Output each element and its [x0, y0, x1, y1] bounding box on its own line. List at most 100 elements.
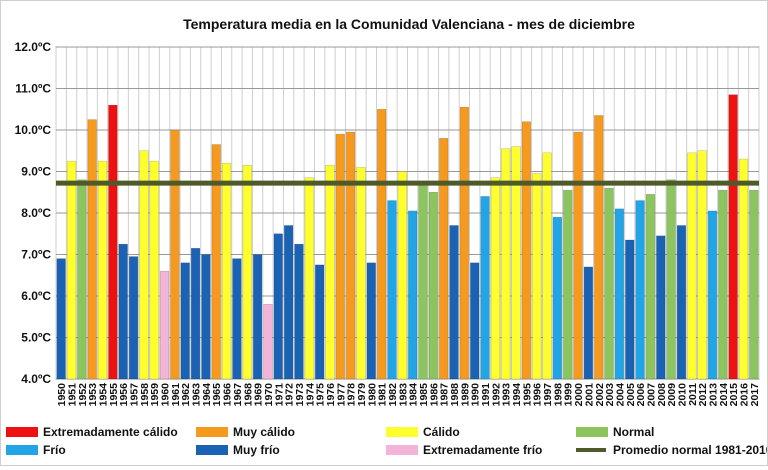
- x-tick-label: 2011: [687, 383, 699, 406]
- legend-swatch: [386, 445, 418, 455]
- x-tick-label: 1994: [511, 383, 523, 407]
- bar-1986: [428, 192, 438, 380]
- bar-1985: [418, 181, 428, 380]
- bar-1983: [397, 171, 407, 380]
- bar-1969: [253, 254, 263, 380]
- x-tick-label: 2012: [697, 383, 709, 407]
- x-tick-label: 1979: [356, 383, 368, 407]
- x-tick-label: 2001: [583, 383, 595, 407]
- x-tick-label: 1996: [532, 383, 544, 407]
- x-tick-label: 1955: [108, 383, 120, 407]
- x-tick-label: 2009: [666, 383, 678, 407]
- x-tick-label: 2000: [573, 383, 585, 407]
- x-tick-label: 1964: [201, 383, 213, 407]
- x-tick-label: 1995: [521, 383, 533, 407]
- y-tick-label: 4.0ºC: [21, 372, 51, 386]
- x-tick-label: 2007: [645, 383, 657, 407]
- legend-label: Muy frío: [233, 443, 280, 457]
- x-tick-label: 1991: [480, 383, 492, 407]
- bar-2017: [749, 189, 759, 380]
- bar-1967: [232, 258, 242, 380]
- legend-label: Extremadamente cálido: [43, 425, 178, 439]
- x-tick-label: 1959: [149, 383, 161, 407]
- bar-1966: [221, 162, 232, 380]
- y-axis: 4.0ºC 5.0ºC 6.0ºC 7.0ºC 8.0ºC 9.0ºC 10.0ºC 11.0…: [15, 40, 52, 386]
- bar-1961: [170, 129, 180, 380]
- bar-1964: [201, 254, 211, 380]
- x-tick-label: 1951: [67, 383, 79, 407]
- bar-2008: [656, 235, 666, 380]
- bar-1973: [294, 243, 304, 380]
- bars: [56, 94, 759, 380]
- x-tick-label: 2008: [656, 383, 668, 407]
- bar-1959: [149, 160, 159, 380]
- y-tick-label: 6.0ºC: [21, 289, 51, 303]
- legend-swatch: [196, 445, 228, 455]
- legend-label: Cálido: [423, 425, 460, 439]
- x-tick-label: 1972: [284, 383, 296, 407]
- bar-1965: [211, 144, 221, 380]
- x-tick-label: 2002: [594, 383, 606, 407]
- legend: Extremadamente cálido Muy cálido Cálido Nor…: [6, 425, 768, 457]
- legend-label: Extremadamente frío: [423, 443, 542, 457]
- bar-1981: [377, 109, 387, 380]
- x-tick-label: 1988: [449, 383, 461, 407]
- bar-1991: [480, 196, 490, 380]
- x-tick-label: 1976: [325, 383, 337, 407]
- bar-2012: [697, 150, 707, 380]
- bar-1980: [366, 262, 376, 380]
- y-tick-label: 10.0ºC: [15, 123, 52, 137]
- bar-1995: [521, 121, 531, 380]
- x-tick-label: 1992: [490, 383, 502, 407]
- y-tick-label: 5.0ºC: [21, 331, 51, 345]
- x-tick-label: 1954: [98, 383, 110, 407]
- legend-label: Muy cálido: [233, 425, 295, 439]
- y-tick-label: 8.0ºC: [21, 206, 51, 220]
- bar-1990: [470, 262, 480, 380]
- x-tick-label: 1980: [366, 383, 378, 407]
- bar-1974: [304, 177, 314, 380]
- x-tick-label: 2016: [738, 383, 750, 407]
- bar-2004: [614, 208, 625, 380]
- bar-1950: [56, 258, 66, 380]
- bar-1975: [315, 264, 325, 380]
- x-tick-label: 1983: [397, 383, 409, 407]
- legend-swatch: [6, 445, 38, 455]
- bar-1970: [263, 304, 273, 380]
- bar-2000: [573, 131, 583, 380]
- bar-1987: [439, 138, 449, 380]
- x-tick-label: 1974: [304, 383, 316, 407]
- legend-label: Normal: [613, 425, 654, 439]
- x-axis: 1950195119521953195419551956195719581959…: [56, 383, 761, 407]
- x-tick-label: 1956: [118, 383, 130, 407]
- bar-2002: [594, 115, 604, 380]
- bar-1952: [77, 179, 87, 380]
- bar-2016: [738, 158, 749, 380]
- x-tick-label: 1968: [242, 383, 254, 407]
- bar-1982: [387, 200, 397, 380]
- x-tick-label: 1999: [563, 383, 575, 407]
- bar-2009: [666, 179, 676, 380]
- x-tick-label: 1950: [56, 383, 68, 407]
- bar-1992: [490, 177, 500, 380]
- bar-1962: [180, 262, 190, 380]
- x-tick-label: 1984: [408, 383, 420, 407]
- bar-2013: [707, 210, 718, 380]
- x-tick-label: 1993: [501, 383, 513, 407]
- x-tick-label: 1958: [139, 383, 151, 407]
- bar-1978: [346, 131, 356, 380]
- x-tick-label: 1978: [346, 383, 358, 407]
- legend-label: Frío: [43, 443, 66, 457]
- x-tick-label: 2015: [728, 383, 740, 407]
- bar-2003: [604, 187, 614, 380]
- legend-swatch: [576, 427, 608, 437]
- bar-1958: [139, 150, 149, 380]
- bar-1968: [242, 165, 252, 380]
- x-tick-label: 1960: [160, 383, 172, 407]
- bar-1999: [563, 189, 573, 380]
- x-tick-label: 1965: [211, 383, 223, 407]
- bar-2014: [718, 189, 728, 380]
- x-tick-label: 1986: [428, 383, 440, 407]
- x-tick-label: 2010: [676, 383, 688, 407]
